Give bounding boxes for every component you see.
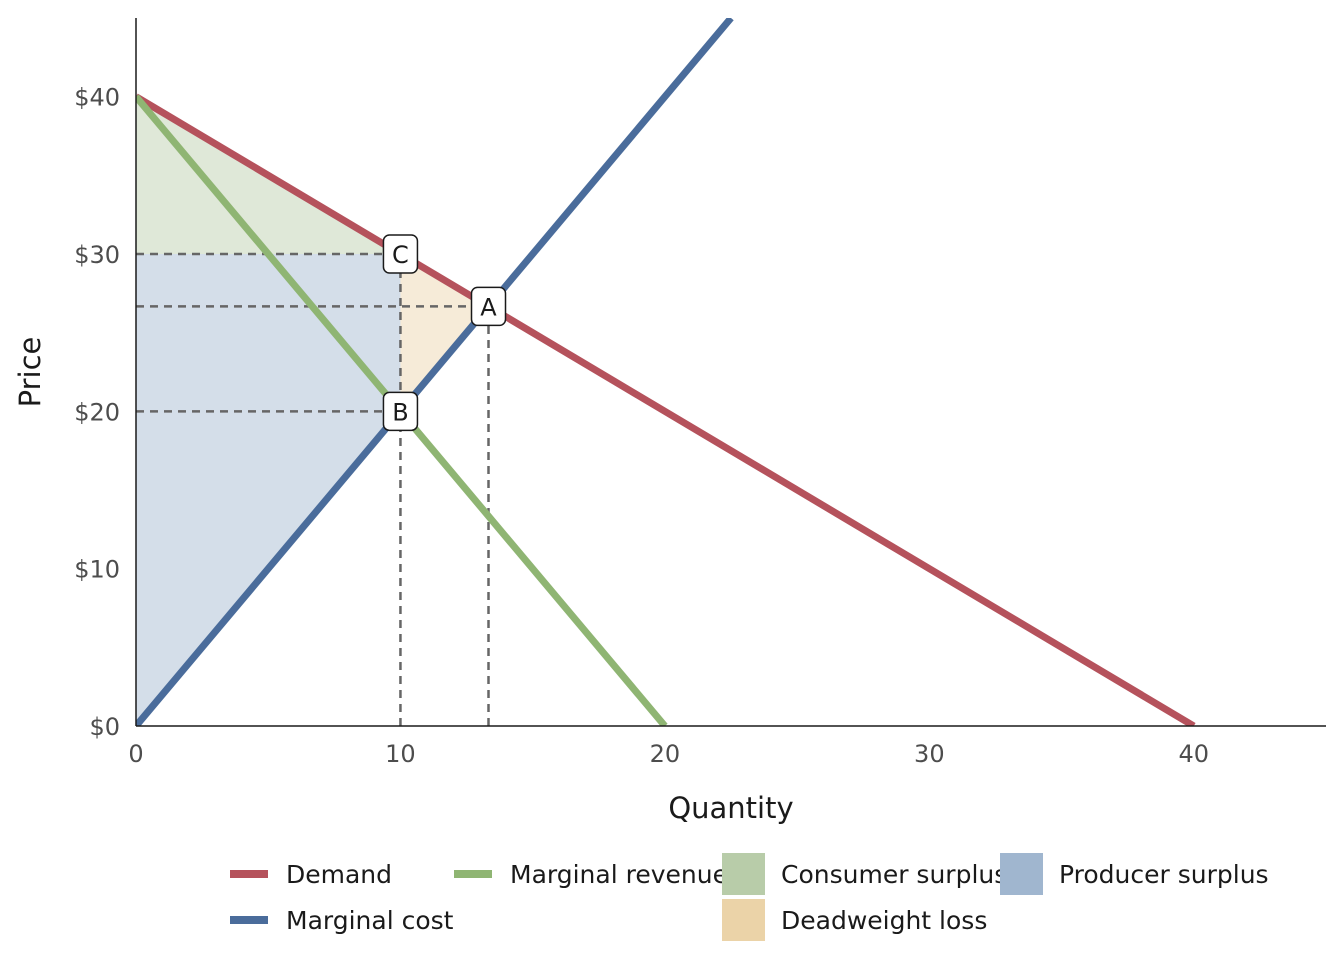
legend-item-producer-surplus: Producer surplus: [1000, 853, 1269, 895]
y-tick-label: $30: [74, 241, 120, 269]
legend-swatch-line: [454, 870, 492, 878]
axes: 0 10 20 30 40 $0 $10 $20 $30 $40: [74, 18, 1326, 768]
legend-item-deadweight-loss: Deadweight loss: [722, 899, 987, 941]
point-label-box: [470, 286, 507, 327]
legend-swatch-box: [722, 899, 765, 941]
y-tick-label: $20: [74, 398, 120, 426]
y-tick-label: $40: [74, 84, 120, 112]
x-tick-label: 40: [1179, 740, 1210, 768]
legend-swatch-box: [722, 853, 765, 895]
x-tick-label: 20: [650, 740, 681, 768]
point-label-text: B: [392, 398, 408, 426]
legend-swatch-box: [1000, 853, 1043, 895]
y-tick-label: $10: [74, 556, 120, 584]
x-axis-title: Quantity: [668, 791, 793, 825]
point-label-text: A: [480, 293, 497, 321]
legend-label: Demand: [286, 860, 392, 889]
legend-label: Producer surplus: [1059, 860, 1269, 889]
legend-label: Consumer surplus: [781, 860, 1007, 889]
legend-item-consumer-surplus: Consumer surplus: [722, 853, 1007, 895]
marginal-cost-line: [136, 18, 734, 726]
y-tick-label: $0: [89, 713, 120, 741]
producer-surplus-area: [136, 254, 401, 726]
x-tick-label: 0: [128, 740, 143, 768]
point-c: C: [382, 234, 419, 274]
legend-item-demand: Demand: [230, 860, 392, 889]
point-label-box: [382, 391, 419, 432]
point-label-text: C: [392, 241, 409, 269]
legend-label: Deadweight loss: [781, 906, 987, 935]
point-label-box: [382, 234, 419, 274]
y-axis-title: Price: [13, 337, 47, 408]
legend-swatch-line: [230, 916, 268, 924]
legend-label: Marginal cost: [286, 906, 454, 935]
point-labels: C A B: [382, 234, 507, 432]
shaded-areas: [136, 96, 489, 726]
legend-swatch-line: [230, 870, 268, 878]
legend: Demand Marginal revenue Consumer surplus Pr…: [230, 853, 1269, 941]
x-tick-label: 10: [385, 740, 416, 768]
point-a: A: [470, 286, 507, 327]
point-b: B: [382, 391, 419, 432]
x-tick-label: 30: [914, 740, 945, 768]
legend-item-marginal-cost: Marginal cost: [230, 906, 454, 935]
demand-line: [136, 93, 1196, 726]
legend-item-marginal-revenue: Marginal revenue: [454, 860, 728, 889]
legend-label: Marginal revenue: [510, 860, 728, 889]
